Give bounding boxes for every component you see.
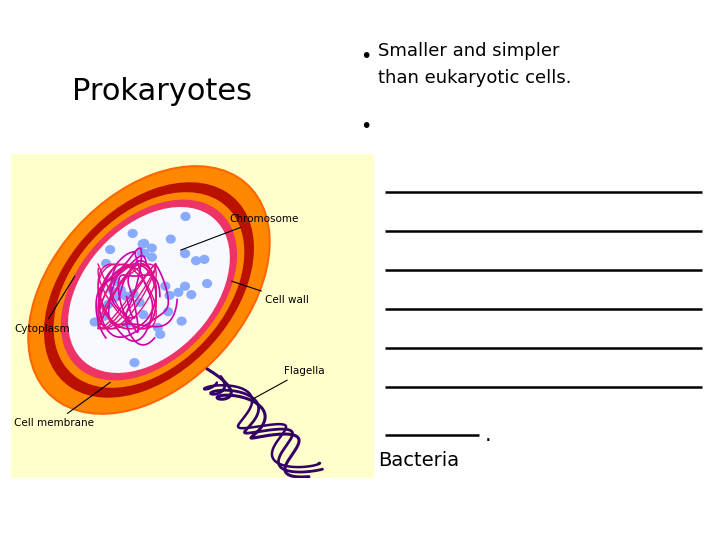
Circle shape: [138, 240, 147, 248]
Circle shape: [200, 255, 209, 263]
Text: .: .: [485, 424, 491, 445]
Ellipse shape: [68, 207, 230, 373]
Text: Cell wall: Cell wall: [232, 281, 309, 305]
Text: Flagella: Flagella: [253, 366, 324, 399]
Circle shape: [166, 235, 175, 243]
Circle shape: [140, 249, 148, 257]
Text: •: •: [360, 47, 372, 66]
Circle shape: [102, 260, 110, 267]
Circle shape: [177, 317, 186, 325]
Text: Smaller and simpler: Smaller and simpler: [378, 42, 559, 60]
Circle shape: [109, 294, 119, 302]
Circle shape: [90, 318, 99, 326]
Circle shape: [137, 249, 146, 256]
Circle shape: [148, 244, 156, 252]
Circle shape: [104, 300, 112, 308]
Circle shape: [128, 230, 137, 237]
Circle shape: [174, 288, 183, 296]
Ellipse shape: [53, 192, 244, 388]
Circle shape: [153, 323, 162, 332]
Text: Cytoplasm: Cytoplasm: [14, 276, 75, 334]
Circle shape: [203, 280, 212, 287]
Circle shape: [123, 320, 132, 327]
Circle shape: [165, 292, 174, 299]
Text: Bacteria: Bacteria: [378, 450, 459, 470]
Circle shape: [163, 308, 173, 315]
Circle shape: [112, 278, 120, 286]
Circle shape: [181, 282, 189, 290]
Circle shape: [181, 249, 189, 258]
Circle shape: [161, 282, 170, 290]
Text: than eukaryotic cells.: than eukaryotic cells.: [378, 69, 572, 87]
Circle shape: [148, 253, 156, 261]
Circle shape: [135, 299, 144, 306]
Circle shape: [140, 240, 148, 247]
Ellipse shape: [44, 182, 254, 398]
Circle shape: [117, 290, 126, 298]
Circle shape: [101, 312, 109, 320]
Text: Cell membrane: Cell membrane: [14, 382, 110, 428]
Circle shape: [129, 290, 138, 298]
Text: Chromosome: Chromosome: [181, 214, 298, 250]
Ellipse shape: [61, 200, 237, 380]
Circle shape: [122, 292, 130, 300]
Circle shape: [106, 246, 114, 253]
Circle shape: [192, 257, 200, 265]
Circle shape: [130, 359, 139, 367]
Text: Prokaryotes: Prokaryotes: [72, 77, 252, 106]
Ellipse shape: [28, 166, 270, 414]
Circle shape: [156, 330, 165, 338]
Circle shape: [187, 291, 196, 299]
Circle shape: [181, 213, 190, 220]
Circle shape: [139, 310, 148, 319]
Circle shape: [117, 286, 125, 294]
Text: •: •: [360, 117, 372, 137]
Text: •: •: [360, 450, 372, 470]
Circle shape: [109, 288, 117, 295]
